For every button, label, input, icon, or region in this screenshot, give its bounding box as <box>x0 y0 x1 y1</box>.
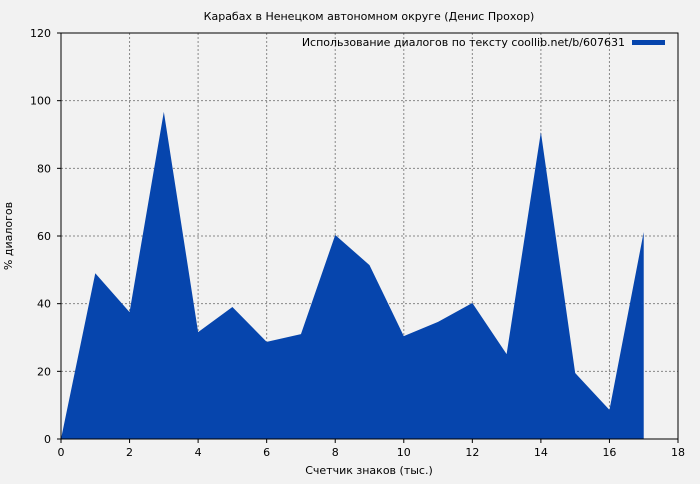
legend: Использование диалогов по тексту coollib… <box>302 36 665 49</box>
legend-swatch <box>632 40 665 45</box>
x-tick-label: 8 <box>332 446 339 459</box>
y-tick-label: 0 <box>44 433 51 446</box>
chart-title: Карабах в Ненецком автономном округе (Де… <box>204 10 535 23</box>
x-tick-label: 6 <box>263 446 270 459</box>
x-tick-label: 18 <box>671 446 685 459</box>
x-axis-label: Счетчик знаков (тыс.) <box>305 464 433 477</box>
x-tick-label: 0 <box>58 446 65 459</box>
y-tick-label: 40 <box>37 298 51 311</box>
x-tick-label: 14 <box>534 446 548 459</box>
x-tick-label: 2 <box>126 446 133 459</box>
x-tick-label: 10 <box>397 446 411 459</box>
y-axis-label: % диалогов <box>2 202 15 270</box>
y-tick-label: 80 <box>37 162 51 175</box>
x-tick-label: 4 <box>195 446 202 459</box>
y-tick-label: 20 <box>37 365 51 378</box>
x-tick-label: 12 <box>465 446 479 459</box>
legend-label: Использование диалогов по тексту coollib… <box>302 36 625 49</box>
plot-border <box>60 32 679 440</box>
y-tick-label: 100 <box>30 95 51 108</box>
x-tick-label: 16 <box>602 446 616 459</box>
y-tick-label: 60 <box>37 230 51 243</box>
y-tick-label: 120 <box>30 27 51 40</box>
series-area <box>61 111 644 439</box>
